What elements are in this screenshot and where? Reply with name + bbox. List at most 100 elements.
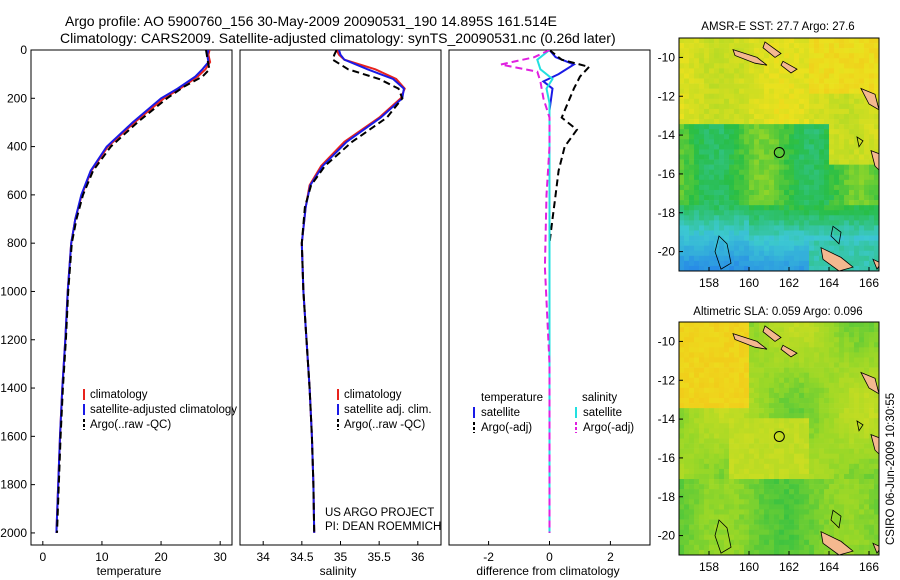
map-cell bbox=[749, 534, 755, 541]
map-cell bbox=[729, 443, 735, 449]
map-cell bbox=[849, 255, 855, 262]
map-cell bbox=[839, 357, 845, 363]
map-cell bbox=[849, 88, 855, 95]
map-cell bbox=[794, 514, 800, 520]
map-cell bbox=[739, 413, 745, 419]
map-cell bbox=[704, 48, 710, 54]
map-cell bbox=[799, 352, 805, 358]
map-cell bbox=[684, 362, 690, 368]
map-cell bbox=[854, 489, 860, 495]
map-cell bbox=[729, 322, 735, 328]
map-cell bbox=[684, 428, 690, 434]
map-cell bbox=[814, 332, 820, 338]
map-cell bbox=[774, 68, 780, 74]
map-cell bbox=[719, 98, 725, 105]
map-cell bbox=[709, 63, 715, 69]
map-cell bbox=[804, 377, 810, 384]
map-cell bbox=[684, 134, 690, 140]
map-cell bbox=[849, 103, 855, 110]
map-cell bbox=[754, 48, 760, 54]
map-cell bbox=[764, 169, 770, 176]
map-cell bbox=[714, 240, 720, 246]
map-cell bbox=[834, 367, 840, 373]
map-cell bbox=[779, 377, 785, 384]
map-cell bbox=[809, 83, 815, 89]
map-cell bbox=[714, 433, 720, 439]
map-cell bbox=[819, 418, 825, 424]
map-cell bbox=[809, 169, 815, 176]
map-cell bbox=[769, 372, 775, 379]
map-cell bbox=[764, 164, 770, 170]
map-cell bbox=[769, 235, 775, 241]
island-shape bbox=[732, 48, 768, 66]
map-cell bbox=[779, 169, 785, 176]
map-cell bbox=[834, 327, 840, 333]
map-cell bbox=[819, 230, 825, 236]
map-cell bbox=[829, 98, 835, 105]
map-cell bbox=[694, 377, 700, 384]
map-cell bbox=[789, 139, 795, 145]
map-cell bbox=[854, 468, 860, 475]
map-cell bbox=[874, 504, 879, 510]
map-cell bbox=[739, 438, 745, 444]
map-cell bbox=[729, 509, 735, 515]
map-cell bbox=[734, 403, 740, 409]
map-cell bbox=[694, 413, 700, 419]
map-cell bbox=[754, 225, 760, 231]
map-cell bbox=[839, 367, 845, 373]
map-cell bbox=[714, 103, 720, 110]
map-cell bbox=[834, 499, 840, 505]
map-cell bbox=[679, 438, 685, 444]
map-cell bbox=[834, 73, 840, 79]
map-cell bbox=[754, 534, 760, 541]
map-cell bbox=[729, 408, 735, 414]
map-cell bbox=[764, 367, 770, 373]
map-cell bbox=[679, 195, 685, 201]
map-cell bbox=[854, 98, 860, 105]
map-cell bbox=[764, 255, 770, 262]
map-cell bbox=[749, 484, 755, 490]
map-cell bbox=[719, 78, 725, 84]
map-cell bbox=[844, 337, 850, 343]
map-cell bbox=[789, 408, 795, 414]
map-cell bbox=[759, 48, 765, 54]
map-cell bbox=[739, 484, 745, 490]
map-cell bbox=[744, 179, 750, 186]
map-cell bbox=[814, 509, 820, 515]
map-cell bbox=[819, 98, 825, 105]
map-cell bbox=[829, 367, 835, 373]
map-cell bbox=[769, 443, 775, 449]
map-cell bbox=[759, 250, 765, 257]
map-cell bbox=[814, 443, 820, 449]
map-cell bbox=[834, 230, 840, 236]
map-cell bbox=[714, 504, 720, 510]
map-cell bbox=[874, 408, 879, 414]
map-cell bbox=[749, 215, 755, 221]
map-cell bbox=[859, 103, 865, 110]
map-cell bbox=[809, 408, 815, 414]
map-cell bbox=[819, 159, 825, 165]
map-cell bbox=[874, 377, 879, 384]
map-cell bbox=[774, 174, 780, 181]
map-cell bbox=[869, 73, 875, 79]
map-cell bbox=[824, 443, 830, 449]
map-cell bbox=[864, 357, 870, 363]
map-cell bbox=[694, 98, 700, 105]
map-cell bbox=[814, 392, 820, 399]
map-cell bbox=[749, 489, 755, 495]
map-cell bbox=[779, 149, 785, 155]
map-cell bbox=[704, 403, 710, 409]
map-cell bbox=[754, 327, 760, 333]
map-cell bbox=[774, 230, 780, 236]
map-cell bbox=[724, 230, 730, 236]
map-cell bbox=[769, 453, 775, 460]
map-cell bbox=[874, 332, 879, 338]
map-cell bbox=[764, 230, 770, 236]
map-cell bbox=[769, 392, 775, 399]
map-cell bbox=[744, 504, 750, 510]
map-cell bbox=[809, 362, 815, 368]
map-cell bbox=[769, 179, 775, 186]
map-cell bbox=[734, 438, 740, 444]
map-cell bbox=[784, 225, 790, 231]
map-cell bbox=[734, 549, 740, 555]
